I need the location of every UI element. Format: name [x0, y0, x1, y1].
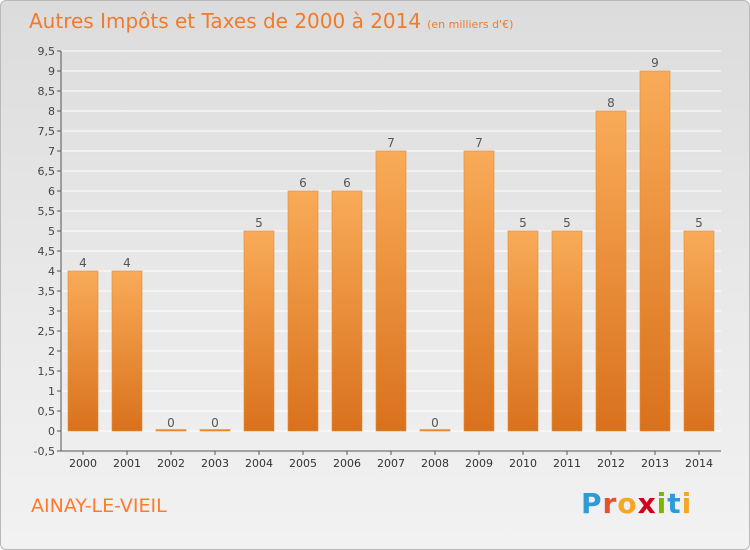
x-tick-label-2011: 2011: [553, 457, 581, 470]
chart-subtitle: (en milliers d'€): [427, 18, 514, 31]
data-label-2014: 5: [695, 216, 703, 230]
y-tick-label: 9,5: [38, 45, 56, 58]
logo-letter: P: [581, 487, 603, 520]
x-tick-label-2010: 2010: [509, 457, 537, 470]
y-tick-label: 8,5: [38, 85, 56, 98]
x-tick-label-2003: 2003: [201, 457, 229, 470]
data-label-2007: 7: [387, 136, 395, 150]
y-tick-label: 5: [48, 225, 55, 238]
y-tick-label: 4: [48, 265, 55, 278]
bar-2014: [683, 230, 715, 432]
data-label-2008: 0: [431, 416, 439, 430]
data-label-2009: 7: [475, 136, 483, 150]
data-label-2010: 5: [519, 216, 527, 230]
data-label-2005: 6: [299, 176, 307, 190]
bar-2006: [331, 190, 363, 432]
data-label-2001: 4: [123, 256, 131, 270]
x-tick-label-2013: 2013: [641, 457, 669, 470]
logo-letter: x: [637, 487, 657, 520]
bar-2003: [199, 429, 231, 432]
y-tick-label: 5,5: [38, 205, 56, 218]
chart-title: Autres Impôts et Taxes de 2000 à 2014 (en…: [29, 9, 513, 33]
x-tick-label-2008: 2008: [421, 457, 449, 470]
x-tick-label-2007: 2007: [377, 457, 405, 470]
y-tick-label: 7,5: [38, 125, 56, 138]
bar-2000: [67, 270, 99, 432]
x-tick-label-2005: 2005: [289, 457, 317, 470]
y-tick-label: 2: [48, 345, 55, 358]
x-tick-label-2004: 2004: [245, 457, 273, 470]
x-tick-label-2009: 2009: [465, 457, 493, 470]
data-label-2011: 5: [563, 216, 571, 230]
bar-2004: [243, 230, 275, 432]
bar-2010: [507, 230, 539, 432]
y-tick-label: 1,5: [38, 365, 56, 378]
data-label-2002: 0: [167, 416, 175, 430]
x-tick-label-2006: 2006: [333, 457, 361, 470]
y-tick-label: -0,5: [34, 445, 55, 458]
logo-letter: i: [656, 487, 668, 520]
data-label-2000: 4: [79, 256, 87, 270]
proxiti-logo: Proxiti: [581, 487, 692, 520]
logo-letter: r: [602, 487, 618, 520]
x-tick-label-2002: 2002: [157, 457, 185, 470]
bar-2009: [463, 150, 495, 432]
y-tick-label: 9: [48, 65, 55, 78]
x-tick-label-2001: 2001: [113, 457, 141, 470]
data-label-2004: 5: [255, 216, 263, 230]
data-label-2013: 9: [651, 56, 659, 70]
bar-2013: [639, 70, 671, 432]
y-tick-label: 0: [48, 425, 55, 438]
bar-2007: [375, 150, 407, 432]
y-tick-label: 6,5: [38, 165, 56, 178]
data-label-2006: 6: [343, 176, 351, 190]
x-tick-label-2014: 2014: [685, 457, 713, 470]
bar-2002: [155, 429, 187, 432]
y-tick-label: 8: [48, 105, 55, 118]
y-tick-label: 7: [48, 145, 55, 158]
bar-2008: [419, 429, 451, 432]
data-label-2003: 0: [211, 416, 219, 430]
chart-title-text: Autres Impôts et Taxes de 2000 à 2014: [29, 9, 422, 33]
y-tick-label: 4,5: [38, 245, 56, 258]
data-label-2012: 8: [607, 96, 615, 110]
bar-2011: [551, 230, 583, 432]
bar-2005: [287, 190, 319, 432]
y-tick-label: 3,5: [38, 285, 56, 298]
y-tick-label: 1: [48, 385, 55, 398]
bar-2012: [595, 110, 627, 432]
x-tick-label-2012: 2012: [597, 457, 625, 470]
y-tick-label: 3: [48, 305, 55, 318]
y-tick-label: 6: [48, 185, 55, 198]
logo-letter: o: [617, 487, 638, 520]
commune-name: AINAY-LE-VIEIL: [31, 495, 167, 517]
y-tick-label: 0,5: [38, 405, 56, 418]
logo-letter: i: [681, 487, 693, 520]
logo-letter: t: [667, 487, 682, 520]
x-tick-label-2000: 2000: [69, 457, 97, 470]
y-tick-label: 2,5: [38, 325, 56, 338]
bar-2001: [111, 270, 143, 432]
